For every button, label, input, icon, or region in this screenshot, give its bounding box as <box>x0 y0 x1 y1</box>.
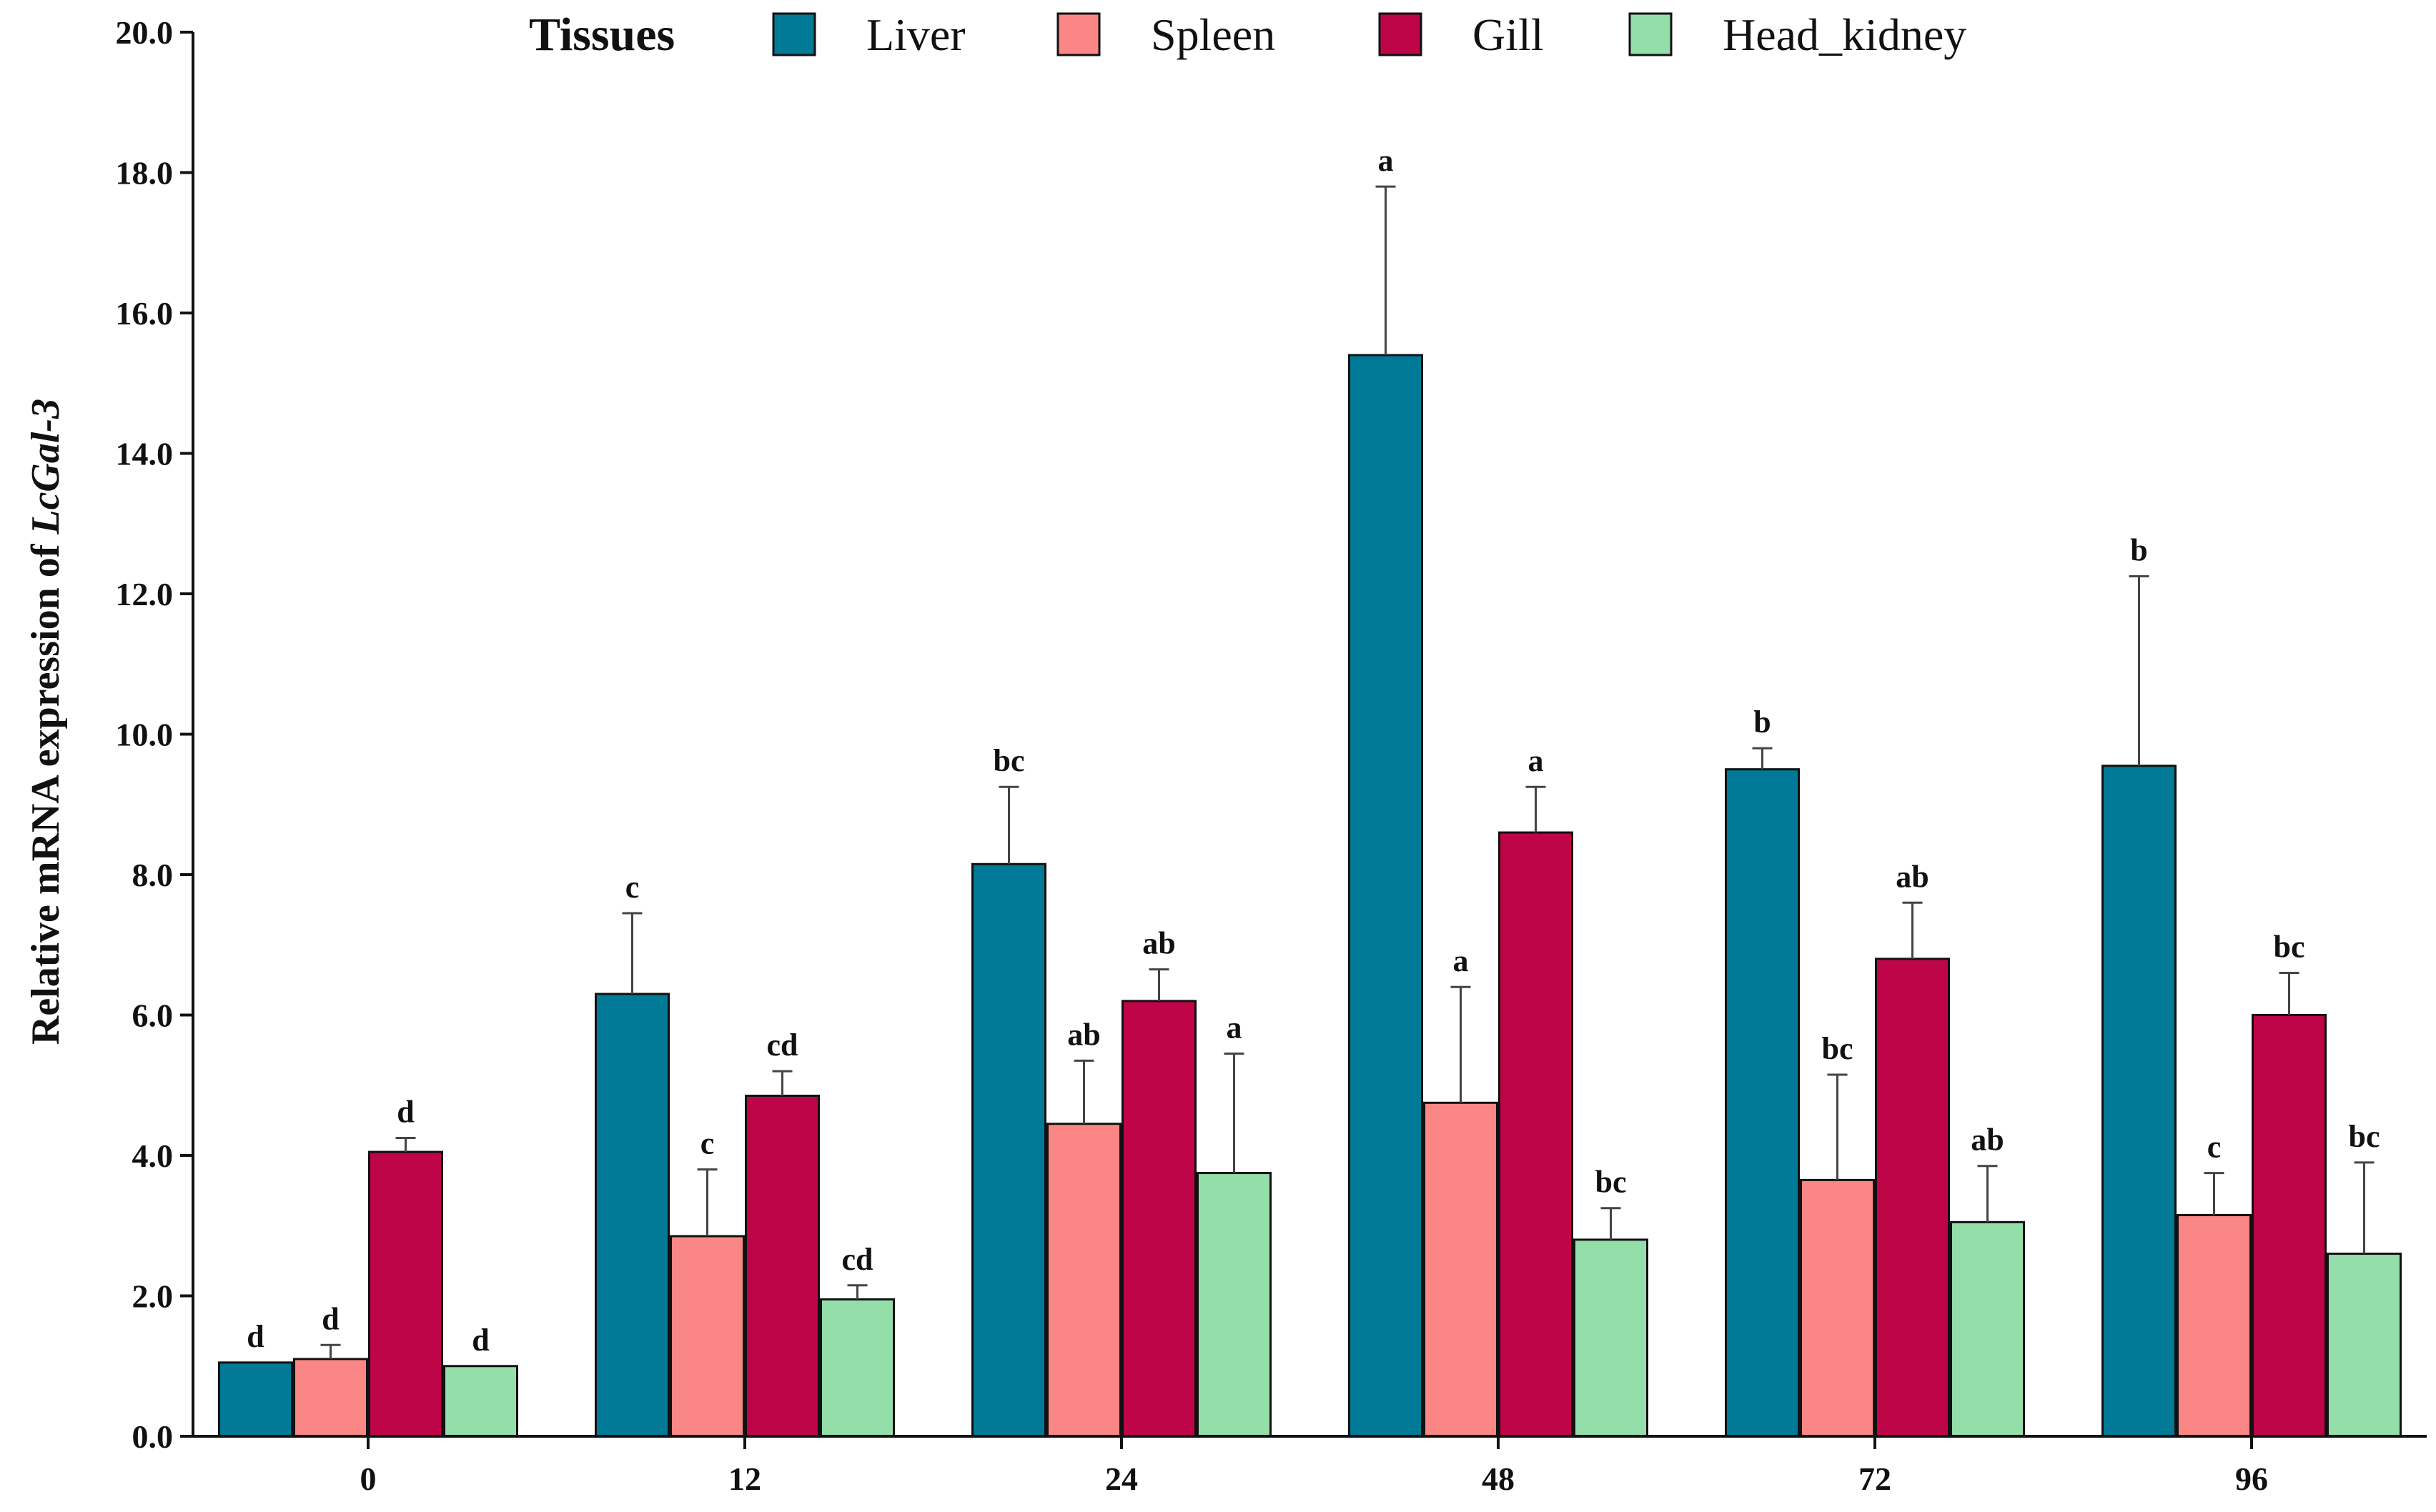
y-tick-label: 16.0 <box>116 295 174 332</box>
significance-letter: ab <box>1896 859 1929 894</box>
bar-liver-0 <box>218 1361 293 1438</box>
y-axis-title-gene: LcGal-3 <box>24 399 68 535</box>
significance-letter: d <box>472 1323 489 1358</box>
significance-letter: bc <box>994 743 1025 778</box>
bar-liver-24 <box>971 862 1046 1438</box>
y-tick-label: 20.0 <box>116 14 174 51</box>
x-tick-label: 24 <box>1105 1461 1138 1497</box>
bar-liver-72 <box>1725 768 1800 1438</box>
bar-head-kidney-24 <box>1197 1172 1272 1438</box>
bar-liver-96 <box>2101 765 2177 1438</box>
bar-head-kidney-48 <box>1573 1238 1648 1438</box>
x-tick-label: 12 <box>728 1461 761 1497</box>
bar-gill-72 <box>1875 958 1950 1438</box>
significance-letter: d <box>397 1094 414 1129</box>
y-axis: 0.0 2.0 4.0 6.0 8.0 10.0 12.0 14.0 16.0 18.0 20.0 <box>116 14 194 1455</box>
legend: Tissues Liver Spleen Gill Head_kidney <box>529 9 1966 61</box>
significance-letter: cd <box>842 1242 873 1277</box>
significance-letter: d <box>247 1319 264 1354</box>
y-axis-title: Relative mRNA expression of LcGal-3 <box>24 399 68 1045</box>
bar-spleen-24 <box>1046 1123 1122 1438</box>
bar-liver-48 <box>1348 354 1423 1438</box>
x-tick-label: 72 <box>1858 1461 1891 1497</box>
significance-letter: ab <box>1067 1017 1100 1052</box>
significance-letter: b <box>2130 532 2147 567</box>
bar-head-kidney-72 <box>1950 1220 2025 1438</box>
significance-letter: bc <box>1822 1031 1853 1066</box>
significance-letter: ab <box>1142 926 1175 961</box>
bar-spleen-12 <box>670 1235 745 1438</box>
y-tick-label: 8.0 <box>132 857 174 893</box>
bar-gill-12 <box>745 1094 820 1438</box>
significance-letter: ab <box>1971 1123 2004 1158</box>
bar-spleen-0 <box>293 1358 368 1438</box>
bar-gill-48 <box>1498 831 1573 1438</box>
x-axis: 0 12 24 48 72 96 <box>193 1435 2427 1497</box>
bar-spleen-96 <box>2177 1214 2252 1438</box>
legend-label-spleen: Spleen <box>1151 9 1275 60</box>
legend-swatch-spleen <box>1056 12 1101 56</box>
significance-letter: c <box>700 1126 715 1161</box>
significance-letter: a <box>1378 143 1394 178</box>
bars-group <box>218 354 2402 1438</box>
x-tick-label: 48 <box>1482 1461 1515 1497</box>
significance-letter: a <box>1528 743 1544 778</box>
bar-liver-12 <box>595 993 670 1438</box>
y-tick-label: 12.0 <box>116 576 174 612</box>
legend-title: Tissues <box>529 9 675 61</box>
x-tick-label: 96 <box>2235 1461 2268 1497</box>
y-tick-label: 0.0 <box>132 1418 174 1455</box>
bar-gill-0 <box>368 1150 443 1438</box>
bar-head-kidney-0 <box>443 1365 518 1438</box>
bar-gill-24 <box>1122 1000 1197 1438</box>
bar-gill-96 <box>2252 1014 2327 1438</box>
significance-letter: bc <box>2274 930 2305 965</box>
x-tick-label: 0 <box>360 1461 377 1497</box>
significance-letter: a <box>1227 1010 1242 1045</box>
y-tick-label: 14.0 <box>116 436 174 472</box>
legend-swatch-liver <box>772 12 816 56</box>
legend-swatch-head-kidney <box>1628 12 1673 56</box>
bar-head-kidney-96 <box>2327 1253 2402 1438</box>
bar-spleen-48 <box>1423 1101 1498 1438</box>
y-tick-label: 4.0 <box>132 1138 174 1174</box>
legend-label-gill: Gill <box>1472 9 1544 60</box>
legend-swatch-gill <box>1378 12 1422 56</box>
significance-letter: bc <box>2349 1119 2380 1154</box>
y-tick-label: 6.0 <box>132 998 174 1034</box>
error-bars-group <box>320 185 2375 1359</box>
significance-letter: bc <box>1595 1165 1627 1200</box>
y-tick-label: 10.0 <box>116 717 174 753</box>
significance-letter: c <box>2207 1130 2222 1165</box>
y-axis-title-prefix: Relative mRNA expression of <box>24 534 68 1045</box>
bar-head-kidney-12 <box>820 1298 895 1438</box>
significance-letter: c <box>625 870 640 905</box>
significance-letter: a <box>1453 943 1469 978</box>
significance-letter: d <box>322 1301 339 1336</box>
legend-label-head-kidney: Head_kidney <box>1723 9 1966 60</box>
significance-letter: cd <box>767 1028 798 1063</box>
bar-spleen-72 <box>1800 1178 1875 1438</box>
y-tick-label: 18.0 <box>116 155 174 192</box>
significance-letter: b <box>1753 705 1771 740</box>
legend-label-liver: Liver <box>866 9 966 60</box>
y-tick-label: 2.0 <box>132 1278 174 1315</box>
